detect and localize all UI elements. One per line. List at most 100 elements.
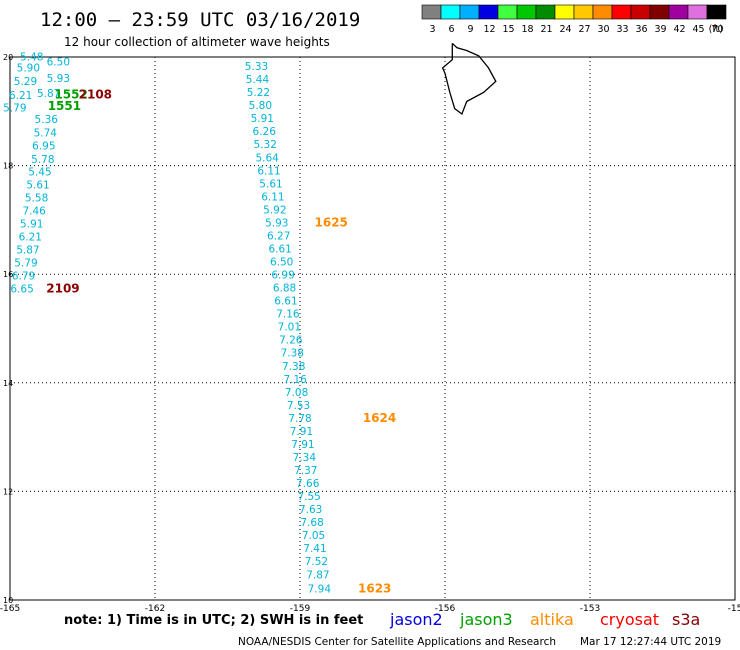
footer-credit: NOAA/NESDIS Center for Satellite Applica…	[238, 636, 556, 648]
color-scale-unit: (ft)	[709, 24, 723, 35]
color-scale-swatch	[611, 4, 632, 20]
x-tick-label: -15	[728, 604, 740, 614]
y-tick-label: 14	[3, 379, 13, 388]
y-tick-label: 10	[3, 596, 13, 605]
color-scale-swatch	[535, 4, 556, 20]
color-scale-swatch	[478, 4, 499, 20]
color-scale-label: 39	[654, 24, 666, 35]
color-scale-swatch	[649, 4, 670, 20]
pass-time-label: 1624	[363, 411, 396, 425]
y-tick-label: 20	[3, 53, 13, 62]
color-scale-swatch	[421, 4, 442, 20]
wave-height-label: 7.34	[293, 452, 317, 464]
wave-height-label: 5.48	[20, 51, 43, 63]
color-scale-swatch	[440, 4, 461, 20]
x-tick-label: -159	[290, 604, 311, 614]
mission-label: s3a	[672, 610, 700, 629]
y-tick-labels: 20 18 16 14 12 10	[3, 53, 13, 605]
wave-height-label: 7.38	[281, 348, 304, 360]
wave-height-label: 7.46	[22, 205, 46, 217]
color-scale-label: 36	[635, 24, 647, 35]
wave-height-label: 5.61	[26, 179, 49, 191]
page-subtitle: 12 hour collection of altimeter wave hei…	[64, 35, 330, 49]
wave-height-label: 5.29	[14, 76, 37, 88]
pass-time-label: 2108	[79, 87, 112, 101]
wave-height-label: 7.55	[297, 491, 320, 503]
wave-height-label: 5.92	[263, 204, 286, 216]
wave-height-label: 6.26	[253, 126, 277, 138]
color-scale-swatch	[592, 4, 613, 20]
wave-height-label: 7.87	[306, 569, 329, 581]
plot-area: 5.485.90 6.505.29 5.936.21 5.875.795.365.74…	[0, 42, 740, 614]
pass-time-label: 1625	[315, 215, 348, 229]
color-scale-label: 42	[673, 24, 685, 35]
island-coastline	[441, 42, 497, 116]
wave-height-label: 7.94	[308, 583, 332, 595]
wave-height-label: 5.44	[246, 74, 270, 86]
color-scale-swatch	[687, 4, 708, 20]
y-tick-label: 18	[3, 162, 13, 171]
wave-height-label: 7.91	[291, 439, 314, 451]
color-scale-label: 33	[616, 24, 628, 35]
x-tick-labels: -165 -162 -159 -156 -153 -15	[0, 604, 740, 614]
pass-time-label: 1552	[54, 87, 87, 101]
color-scale-label: 21	[540, 24, 552, 35]
wave-height-label: 7.16	[283, 374, 307, 386]
mission-legend: jason2 jason3 altika cryosat s3a	[389, 610, 700, 629]
wave-height-label: 5.87	[16, 245, 39, 257]
wave-height-label: 5.91	[251, 113, 274, 125]
pass-time-label: 2109	[46, 282, 79, 296]
mission-label: jason2	[389, 610, 443, 629]
y-tick-label: 12	[3, 487, 13, 496]
color-scale-label: 30	[597, 24, 609, 35]
wave-height-label: 7.01	[278, 322, 301, 334]
wave-height-label: 6.61	[274, 296, 297, 308]
color-scale-label: 12	[483, 24, 495, 35]
wave-height-label: 7.37	[294, 465, 317, 477]
color-scale-label: 15	[502, 24, 514, 35]
coastline-path	[441, 42, 497, 116]
wave-height-label: 7.05	[302, 530, 325, 542]
wave-height-label: 5.64	[255, 152, 279, 164]
wave-height-label: 7.38	[282, 361, 305, 373]
wave-height-label: 7.26	[279, 335, 303, 347]
wave-height-label: 5.91	[20, 219, 43, 231]
wave-height-label: 7.91	[290, 426, 313, 438]
wave-height-label: 6.21	[19, 232, 42, 244]
wave-height-label: 6.50	[270, 257, 293, 269]
wave-height-label: 6.95	[32, 140, 55, 152]
wave-height-label: 7.08	[285, 387, 308, 399]
plot-frame	[9, 56, 736, 601]
wave-height-label: 7.41	[303, 543, 326, 555]
color-scale-label: 18	[521, 24, 533, 35]
wave-height-label: 5.93	[265, 217, 288, 229]
color-scale-label: 70	[711, 24, 723, 35]
page-title: 12:00 – 23:59 UTC 03/16/2019	[40, 9, 360, 31]
wave-height-label: 5.87	[37, 88, 60, 100]
grid-lines	[10, 57, 735, 600]
mission-label: jason3	[459, 610, 513, 629]
color-scale-swatch	[497, 4, 518, 20]
wave-height-label: 5.36	[35, 114, 59, 126]
color-scale-label: 24	[559, 24, 571, 35]
wave-height-label: 5.93	[47, 73, 70, 85]
wave-height-label: 6.27	[267, 230, 290, 242]
wave-height-label: 5.90	[17, 63, 40, 75]
color-scale-legend: 3 6 9 12 15 18 21 24 27 30 33 36 39 42 45 70(ft)	[421, 4, 727, 35]
color-scale-swatch	[554, 4, 575, 20]
x-tick-label: -165	[0, 604, 20, 614]
pass-time-label: 1551	[48, 99, 81, 113]
wave-height-label: 7.63	[299, 504, 322, 516]
wave-height-label: 7.68	[300, 517, 323, 529]
wave-height-label: 5.22	[247, 87, 270, 99]
wave-height-label: 5.32	[254, 139, 277, 151]
wave-height-label: 6.61	[268, 243, 291, 255]
color-scale-swatch	[668, 4, 689, 20]
color-scale-label: 6	[448, 24, 454, 35]
color-scale-label: 3	[429, 24, 435, 35]
footer-timestamp: Mar 17 12:27:44 UTC 2019	[580, 636, 721, 648]
color-scale-swatch	[459, 4, 480, 20]
color-scale-swatch	[706, 4, 727, 20]
